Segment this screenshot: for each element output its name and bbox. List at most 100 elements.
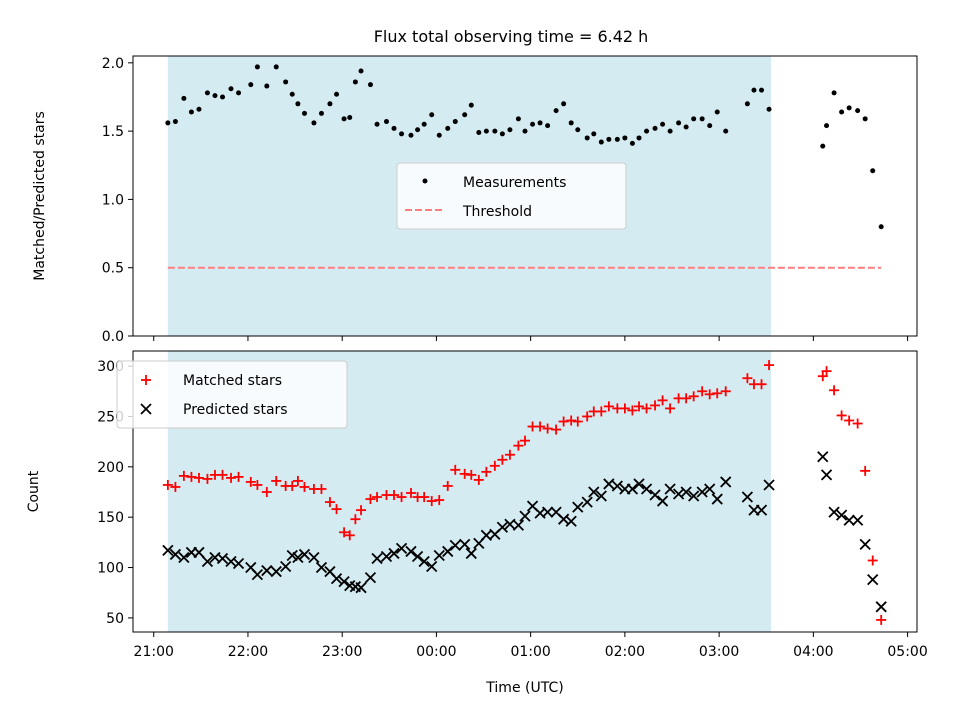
predicted-star-point — [308, 551, 320, 564]
predicted-star-point — [817, 451, 829, 463]
top-legend-box — [396, 162, 627, 230]
matched-star-point — [688, 391, 699, 402]
matched-star-point — [299, 481, 310, 492]
x-tick-label: 03:00 — [699, 644, 739, 660]
bottom-y-tick-label: 200 — [97, 460, 124, 476]
measurement-point — [870, 168, 876, 174]
measurement-point — [421, 121, 427, 127]
matched-star-point — [252, 479, 263, 490]
predicted-star-point — [664, 483, 676, 495]
x-tick-label: 01:00 — [510, 644, 550, 660]
matched-star-point — [836, 410, 847, 421]
top-y-tick-label: 1.5 — [102, 124, 124, 140]
measurement-point — [751, 87, 757, 93]
measurement-point — [436, 132, 442, 138]
measurement-point — [462, 112, 468, 118]
matched-star-point — [405, 488, 416, 499]
matched-star-point — [650, 400, 661, 411]
predicted-star-point — [581, 496, 593, 508]
matched-star-point — [566, 415, 577, 426]
matched-star-point — [271, 475, 282, 486]
matched-star-point — [186, 471, 197, 482]
measurement-point — [383, 119, 389, 125]
measurement-point — [839, 109, 845, 115]
top-legend: Measurements Threshold — [396, 162, 627, 230]
predicted-star-point — [251, 568, 264, 581]
predicted-star-point — [355, 582, 367, 594]
measurement-point — [367, 82, 373, 88]
x-tick-label: 02:00 — [605, 644, 645, 660]
measurement-point — [358, 68, 364, 74]
measurement-point — [824, 123, 830, 129]
measurement-point — [273, 64, 279, 70]
predicted-star-point — [867, 573, 879, 586]
matched-star-point — [697, 386, 708, 397]
measurement-point — [204, 90, 210, 96]
x-tick-label: 04:00 — [793, 644, 833, 660]
matched-star-point — [520, 435, 530, 446]
measurement-point — [629, 140, 635, 146]
predicted-star-point — [364, 571, 377, 584]
top-y-tick-label: 1.0 — [102, 192, 124, 208]
predicted-star-point — [720, 476, 732, 488]
predicted-star-point — [875, 601, 887, 613]
measurement-point — [598, 139, 604, 145]
legend-label-measurements: Measurements — [463, 175, 566, 191]
predicted-star-point — [178, 551, 190, 564]
measurement-point — [667, 128, 673, 134]
predicted-star-point — [704, 483, 716, 495]
measurement-point — [507, 127, 513, 133]
matched-star-point — [852, 418, 863, 429]
predicted-star-point — [603, 478, 615, 490]
measurement-point — [318, 110, 324, 116]
measurement-point — [415, 127, 421, 133]
predicted-star-point — [649, 489, 661, 501]
matched-star-point — [829, 385, 840, 396]
predicted-star-point — [755, 504, 768, 516]
matched-star-point — [657, 395, 668, 406]
matched-star-point — [331, 504, 342, 515]
measurement-point — [483, 128, 489, 134]
matched-star-point — [170, 481, 181, 492]
measurement-point — [676, 120, 682, 126]
measurement-point — [452, 119, 458, 125]
measurement-point — [391, 125, 397, 131]
measurement-point — [408, 132, 414, 138]
legend-marker-matched-stars — [141, 375, 151, 385]
measurement-point — [429, 112, 435, 118]
x-tick-label: 00:00 — [416, 644, 456, 660]
predicted-star-point — [828, 506, 840, 518]
x-tick-label: 05:00 — [887, 644, 927, 660]
predicted-star-point — [201, 555, 214, 568]
matched-star-point — [324, 497, 335, 508]
predicted-star-point — [395, 542, 408, 555]
matched-star-point — [742, 373, 753, 384]
measurement-point — [476, 129, 482, 135]
matched-star-point — [202, 473, 213, 484]
bottom-axes-frame — [132, 350, 918, 633]
measurement-point — [606, 136, 612, 142]
matched-star-point — [339, 527, 350, 538]
matched-star-point — [245, 476, 256, 487]
matched-star-point — [504, 449, 515, 460]
predicted-star-point — [626, 483, 639, 495]
measurement-points — [165, 64, 884, 230]
matched-star-point — [426, 496, 437, 507]
predicted-star-point — [261, 564, 273, 577]
measurement-point — [744, 101, 750, 107]
predicted-star-point — [405, 545, 417, 558]
legend-label-predicted-stars: Predicted stars — [183, 402, 288, 418]
measurement-point — [622, 135, 628, 141]
measurement-point — [352, 79, 358, 85]
measurement-point — [248, 82, 254, 88]
measurement-point — [236, 90, 242, 96]
measurement-point — [181, 95, 187, 101]
predicted-star-point — [380, 550, 393, 563]
matched-star-point — [704, 389, 715, 400]
predicted-star-point — [232, 557, 245, 570]
matched-star-point — [162, 479, 173, 490]
predicted-star-point — [426, 560, 438, 573]
measurement-point — [264, 83, 270, 89]
bottom-legend-box — [116, 360, 348, 429]
